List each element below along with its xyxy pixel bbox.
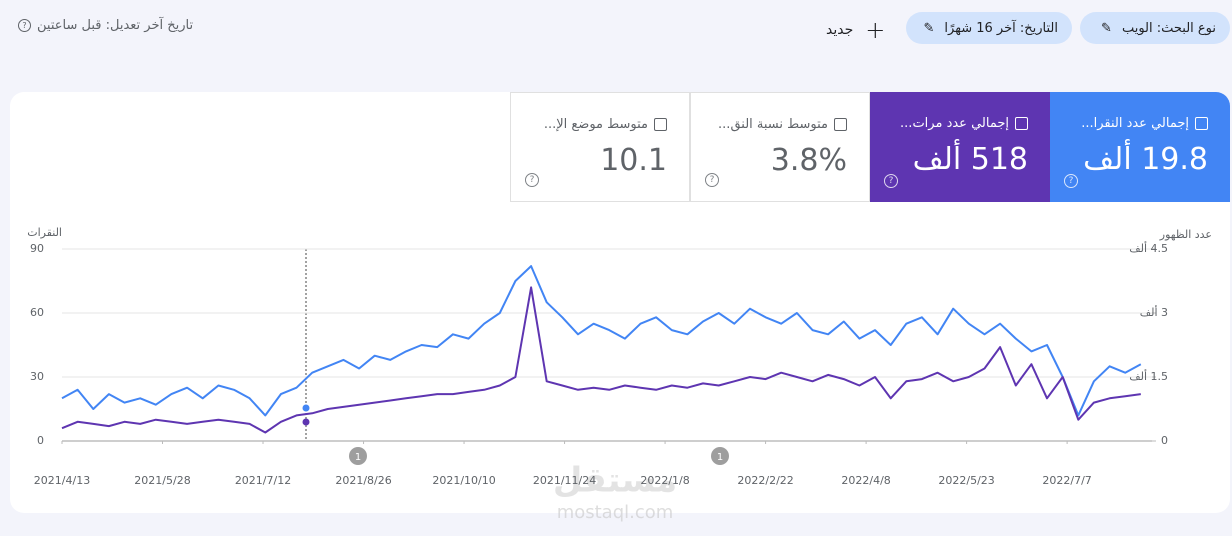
x-tick-label: 2021/5/28 <box>134 474 190 487</box>
edit-icon: ✎ <box>923 20 935 36</box>
y2-axis-title: عدد الظهور <box>1159 228 1212 241</box>
annotation-label: 1 <box>717 452 723 463</box>
y2-tick-label: 4.5 ألف <box>1129 241 1168 255</box>
plus-icon: + <box>865 16 886 44</box>
y-tick-label: 90 <box>30 242 44 255</box>
watermark: مستقل <box>553 461 677 501</box>
metric-card[interactable]: إجمالي عدد النقرا... 19.8 ألف ? <box>1050 92 1230 202</box>
y-tick-label: 30 <box>30 370 44 383</box>
metric-card[interactable]: متوسط نسبة النق... 3.8% ? <box>690 92 870 202</box>
series-line <box>61 286 1141 434</box>
help-icon[interactable]: ? <box>705 173 719 187</box>
help-icon[interactable]: ? <box>18 19 31 32</box>
help-icon[interactable]: ? <box>525 173 539 187</box>
last-updated-text: تاريخ آخر تعديل: قبل ساعتين <box>37 18 194 33</box>
metric-value: 10.1 <box>600 143 667 178</box>
checkbox <box>654 118 667 131</box>
metric-card[interactable]: إجمالي عدد مرات... 518 ألف ? <box>870 92 1050 202</box>
y-axis-title: النقرات <box>27 226 62 239</box>
x-tick-label: 2021/11/24 <box>533 474 596 487</box>
filter-chip[interactable]: نوع البحث: الويب ✎ <box>1080 12 1230 44</box>
annotation-label: 1 <box>355 452 361 463</box>
y-tick-label: 0 <box>37 434 44 447</box>
metric-value: 518 ألف <box>912 142 1028 177</box>
new-button[interactable]: + جديد <box>826 16 885 44</box>
metric-value: 3.8% <box>770 143 847 178</box>
checkbox <box>1015 117 1028 130</box>
metric-card[interactable]: متوسط موضع الإ... 10.1 ? <box>510 92 690 202</box>
metric-label: متوسط نسبة النق... <box>718 117 828 132</box>
last-updated: تاريخ آخر تعديل: قبل ساعتين ? <box>18 18 193 33</box>
filter-text: نوع البحث: الويب <box>1121 20 1216 36</box>
series-line <box>61 265 1142 417</box>
x-tick-label: 2021/7/12 <box>235 474 291 487</box>
metric-label: متوسط موضع الإ... <box>543 117 648 132</box>
y2-tick-label: 0 <box>1161 434 1168 447</box>
metric-label: إجمالي عدد مرات... <box>900 116 1009 131</box>
new-label: جديد <box>826 22 854 38</box>
y2-tick-label: 3 ألف <box>1140 305 1168 319</box>
x-tick-label: 2022/5/23 <box>938 474 994 487</box>
watermark: mostaql.com <box>557 502 674 523</box>
help-icon[interactable]: ? <box>884 174 898 188</box>
x-tick-label: 2021/10/10 <box>432 474 495 487</box>
filter-text: التاريخ: آخر 16 شهرًا <box>944 20 1058 36</box>
annotation-marker <box>711 447 729 465</box>
help-icon[interactable]: ? <box>1064 174 1078 188</box>
y2-tick-label: 1.5 ألف <box>1129 369 1168 383</box>
checkbox <box>834 118 847 131</box>
x-tick-label: 2021/4/13 <box>34 474 90 487</box>
metric-value: 19.8 ألف <box>1083 142 1208 177</box>
x-tick-label: 2021/8/26 <box>335 474 391 487</box>
checkbox <box>1195 117 1208 130</box>
x-tick-label: 2022/1/8 <box>640 474 689 487</box>
x-tick-label: 2022/7/7 <box>1042 474 1091 487</box>
hover-dot <box>302 404 310 412</box>
hover-dot <box>302 418 310 426</box>
filter-chip[interactable]: التاريخ: آخر 16 شهرًا ✎ <box>906 12 1072 44</box>
x-tick-label: 2022/4/8 <box>841 474 890 487</box>
edit-icon: ✎ <box>1101 20 1112 36</box>
annotation-marker <box>349 447 367 465</box>
x-tick-label: 2022/2/22 <box>737 474 793 487</box>
y-tick-label: 60 <box>30 306 44 319</box>
metric-label: إجمالي عدد النقرا... <box>1081 116 1189 131</box>
